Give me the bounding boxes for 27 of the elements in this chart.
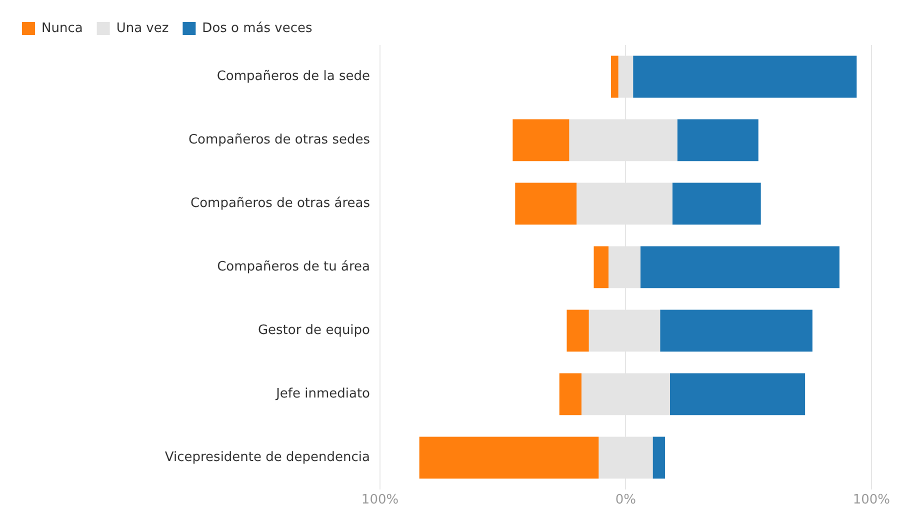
- x-tick-label: 0%: [615, 492, 636, 508]
- x-tick-label: 100%: [361, 492, 399, 508]
- y-tick-label: Vicepresidente de dependencia: [164, 450, 370, 466]
- bar: [594, 246, 609, 288]
- bar: [610, 56, 618, 98]
- bar: [660, 310, 812, 352]
- bar: [633, 56, 857, 98]
- bar: [559, 373, 582, 416]
- bar: [672, 182, 761, 225]
- bar: [512, 119, 570, 162]
- y-tick-label: Compañeros de tu área: [217, 260, 370, 275]
- x-tick-label: 100%: [852, 492, 890, 508]
- y-tick-label: Gestor de equipo: [258, 323, 370, 338]
- bar: [515, 182, 577, 225]
- bar: [419, 436, 599, 479]
- legend-label: Dos o más veces: [202, 20, 313, 36]
- y-tick-label: Jefe inmediato: [275, 386, 370, 402]
- y-tick-label: Compañeros de otras sedes: [188, 132, 370, 148]
- y-tick-label: Compañeros de otras áreas: [190, 196, 370, 212]
- y-tick-label: Compañeros de la sede: [216, 69, 370, 84]
- legend-label: Nunca: [42, 20, 83, 36]
- bar: [566, 310, 589, 352]
- legend-label: Una vez: [116, 20, 169, 36]
- bar: [652, 436, 666, 479]
- bar: [677, 119, 758, 162]
- bar: [640, 246, 840, 288]
- bar: [670, 373, 806, 416]
